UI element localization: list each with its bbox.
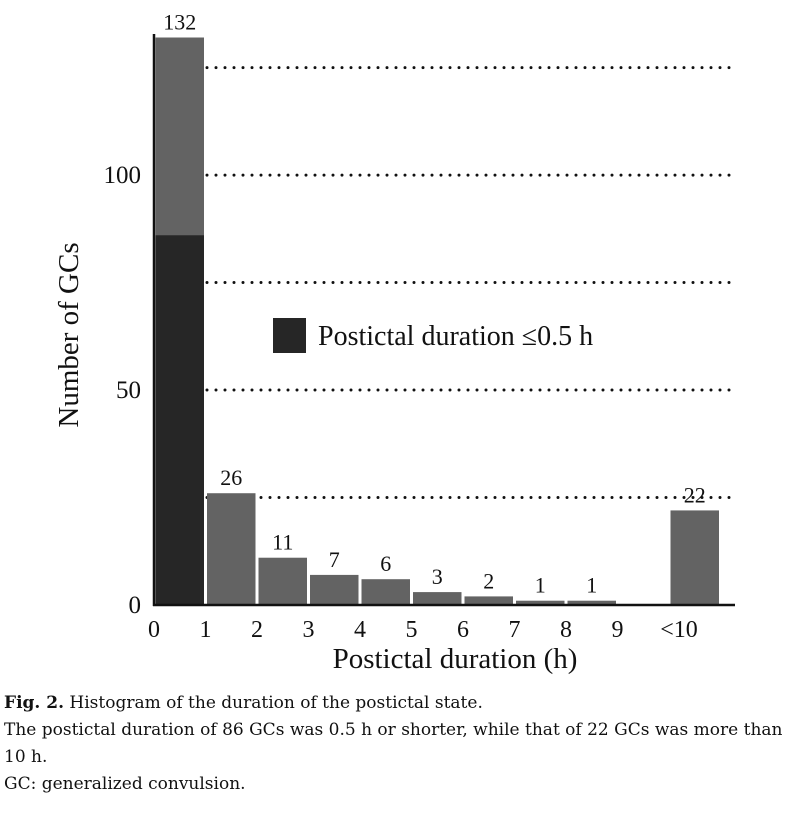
x-tick-2: 2 [251,617,263,643]
value-label-4-5: 6 [380,551,391,576]
gridlines [205,66,737,500]
bar-6-7 [464,596,513,605]
x-tick-5: 5 [406,617,418,643]
value-label-7-8: 1 [535,573,546,598]
value-label-5-6: 3 [432,564,443,589]
bar-4-5 [361,579,410,605]
x-tick-9: 9 [612,617,624,643]
value-label-3-4: 7 [329,547,340,572]
bar-2-3 [258,557,307,605]
value-label-2-3: 11 [272,530,293,555]
bar-7-8 [516,600,565,605]
value-label-8-9: 1 [586,573,597,598]
x-axis-label: Postictal duration (h) [333,643,578,675]
figure-caption: Fig. 2. Histogram of the duration of the… [4,690,799,798]
x-tick-labels: 0 1 2 3 4 5 6 7 8 9 <10 [148,617,698,643]
caption-description: The postictal duration of 86 GCs was 0.5… [4,720,783,767]
bar-10 [670,510,719,605]
value-label-1-2: 26 [220,465,242,490]
y-tick-100: 100 [104,162,142,189]
x-tick-0: 0 [148,617,160,643]
caption-abbreviation: GC: generalized convulsion. [4,774,246,794]
figure-label: Fig. 2. [4,693,64,713]
x-tick-3: 3 [303,617,315,643]
y-tick-50: 50 [116,377,141,404]
legend-label: Postictal duration ≤0.5 h [318,321,593,352]
x-tick-10: <10 [660,617,698,643]
value-label-10: 22 [684,482,706,507]
x-tick-8: 8 [560,617,572,643]
value-label-6-7: 2 [483,568,494,593]
value-label-0-1: 132 [163,10,196,35]
y-tick-0: 0 [129,592,142,619]
legend: Postictal duration ≤0.5 h [273,318,593,353]
bar-3-4 [310,574,359,605]
bar-5-6 [413,592,462,605]
x-tick-6: 6 [457,617,469,643]
bar-8-9 [567,600,616,605]
bar-highlight-0-1 [155,235,204,606]
legend-swatch [273,318,306,353]
x-tick-4: 4 [354,617,366,643]
y-tick-labels: 0 50 100 [104,162,142,619]
caption-title-text: Histogram of the duration of the postict… [64,693,483,713]
x-tick-7: 7 [509,617,521,643]
y-axis-label: Number of GCs [53,242,85,427]
caption-title: Fig. 2. Histogram of the duration of the… [4,690,799,717]
bars [155,37,719,606]
bar-1-2 [207,493,256,605]
x-tick-1: 1 [200,617,212,643]
